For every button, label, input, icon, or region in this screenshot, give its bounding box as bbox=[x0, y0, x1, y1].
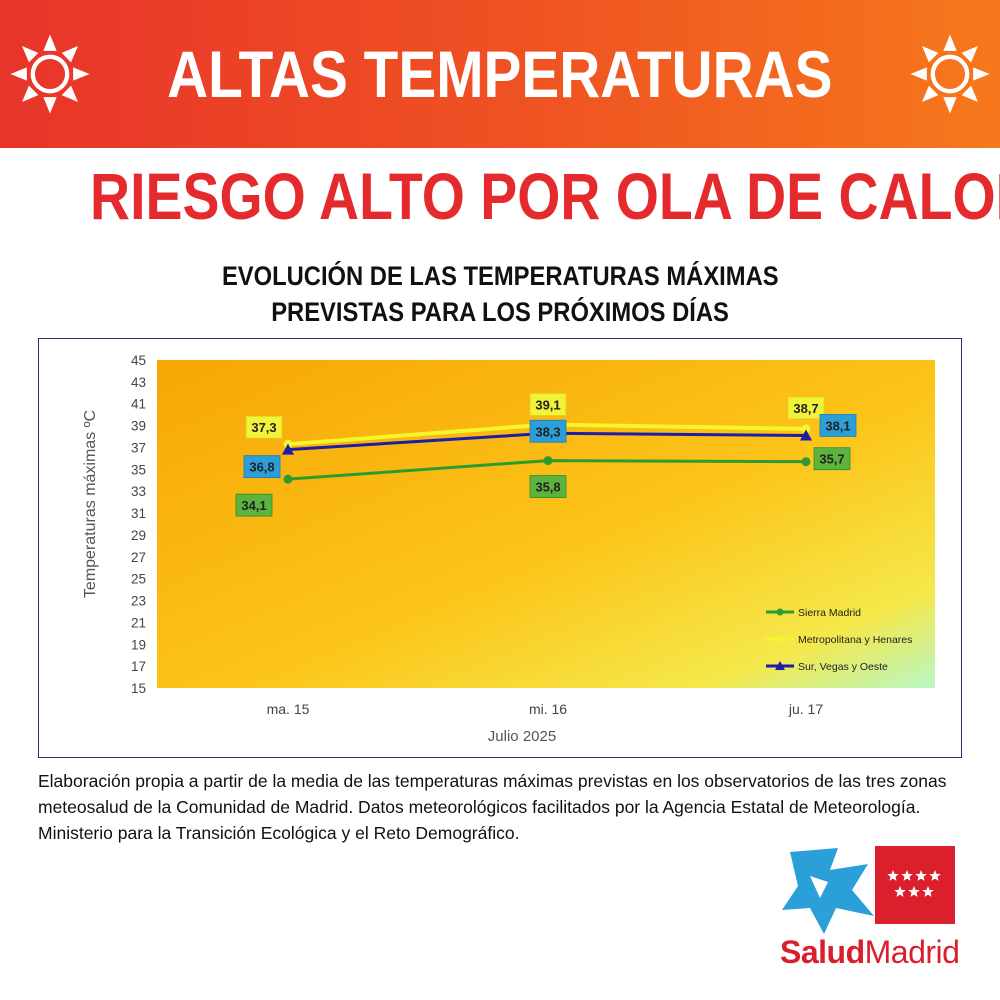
legend-label: Metropolitana y Henares bbox=[798, 634, 912, 646]
salud-madrid-logo: SaludMadrid bbox=[780, 846, 960, 976]
y-tick-label: 17 bbox=[131, 659, 146, 674]
logo-emblem-icon bbox=[782, 848, 874, 934]
sun-icon bbox=[910, 34, 990, 114]
data-label-box bbox=[819, 414, 857, 437]
data-point bbox=[282, 443, 294, 455]
y-tick-label: 39 bbox=[131, 419, 146, 434]
data-label-box bbox=[787, 396, 825, 420]
y-tick-label: 43 bbox=[131, 375, 146, 390]
x-tick-label: ju. 17 bbox=[788, 701, 823, 717]
y-tick-label: 23 bbox=[131, 594, 146, 609]
legend-marker bbox=[775, 661, 785, 670]
data-label-box bbox=[235, 493, 273, 517]
data-label-box bbox=[529, 393, 567, 416]
y-tick-label: 33 bbox=[131, 484, 146, 499]
y-tick-label: 27 bbox=[131, 550, 146, 565]
data-label: 35,8 bbox=[535, 480, 560, 495]
x-axis-label: Julio 2025 bbox=[488, 728, 556, 745]
data-point bbox=[801, 457, 811, 467]
footnote: Elaboración propia a partir de la media … bbox=[38, 771, 947, 843]
y-tick-label: 31 bbox=[131, 506, 146, 521]
y-tick-label: 19 bbox=[131, 637, 146, 652]
risk-heading: RIESGO ALTO POR OLA DE CALOR bbox=[90, 159, 1000, 233]
x-tick-label: ma. 15 bbox=[267, 701, 310, 717]
data-label: 38,1 bbox=[825, 418, 850, 433]
data-label: 37,3 bbox=[251, 420, 276, 435]
y-tick-label: 15 bbox=[131, 681, 146, 696]
data-label: 39,1 bbox=[535, 398, 560, 413]
data-label: 35,7 bbox=[819, 452, 844, 467]
legend-marker bbox=[776, 635, 784, 643]
data-label-box bbox=[529, 475, 567, 498]
data-point bbox=[800, 429, 812, 441]
x-tick-label: mi. 16 bbox=[529, 701, 567, 717]
legend-marker bbox=[776, 608, 784, 616]
y-tick-label: 29 bbox=[131, 528, 146, 543]
data-point bbox=[283, 474, 293, 484]
data-label-box bbox=[243, 455, 281, 479]
legend-label: Sierra Madrid bbox=[798, 607, 861, 619]
data-label: 36,8 bbox=[249, 460, 274, 475]
sun-icon bbox=[10, 34, 90, 114]
data-point bbox=[543, 456, 553, 466]
chart-title-line-2: PREVISTAS PARA LOS PRÓXIMOS DÍAS bbox=[271, 297, 729, 327]
y-tick-label: 45 bbox=[131, 353, 146, 368]
y-tick-label: 25 bbox=[131, 572, 146, 587]
chart-frame bbox=[38, 338, 962, 758]
y-tick-label: 41 bbox=[131, 397, 146, 412]
temperature-chart: 15 17 19 21 23 25 27 29 31 33 35 37 39 41 43 45 ma. 15 mi… bbox=[82, 353, 935, 745]
data-label: 38,7 bbox=[793, 401, 818, 416]
chart-title: EVOLUCIÓN DE LAS TEMPERATURAS MÁXIMAS PR… bbox=[0, 258, 1000, 330]
data-label-box bbox=[813, 447, 851, 471]
chart-title-line-1: EVOLUCIÓN DE LAS TEMPERATURAS MÁXIMAS bbox=[221, 261, 779, 291]
data-label-box bbox=[245, 415, 283, 439]
data-label-box bbox=[529, 419, 567, 443]
y-tick-label: 21 bbox=[131, 615, 146, 630]
y-tick-label: 37 bbox=[131, 440, 146, 455]
stars-icon bbox=[887, 870, 941, 897]
logo-text: SaludMadrid bbox=[780, 934, 960, 970]
y-axis-label: Temperaturas máximas ºC bbox=[82, 410, 99, 598]
banner-title: ALTAS TEMPERATURAS bbox=[167, 37, 833, 111]
logo-red-square bbox=[875, 846, 955, 924]
data-label: 34,1 bbox=[241, 498, 266, 513]
y-tick-label: 35 bbox=[131, 462, 146, 477]
data-point bbox=[801, 424, 811, 434]
legend-label: Sur, Vegas y Oeste bbox=[798, 661, 888, 673]
data-label: 38,3 bbox=[535, 424, 560, 439]
header-banner: ALTAS TEMPERATURAS bbox=[0, 0, 1000, 148]
